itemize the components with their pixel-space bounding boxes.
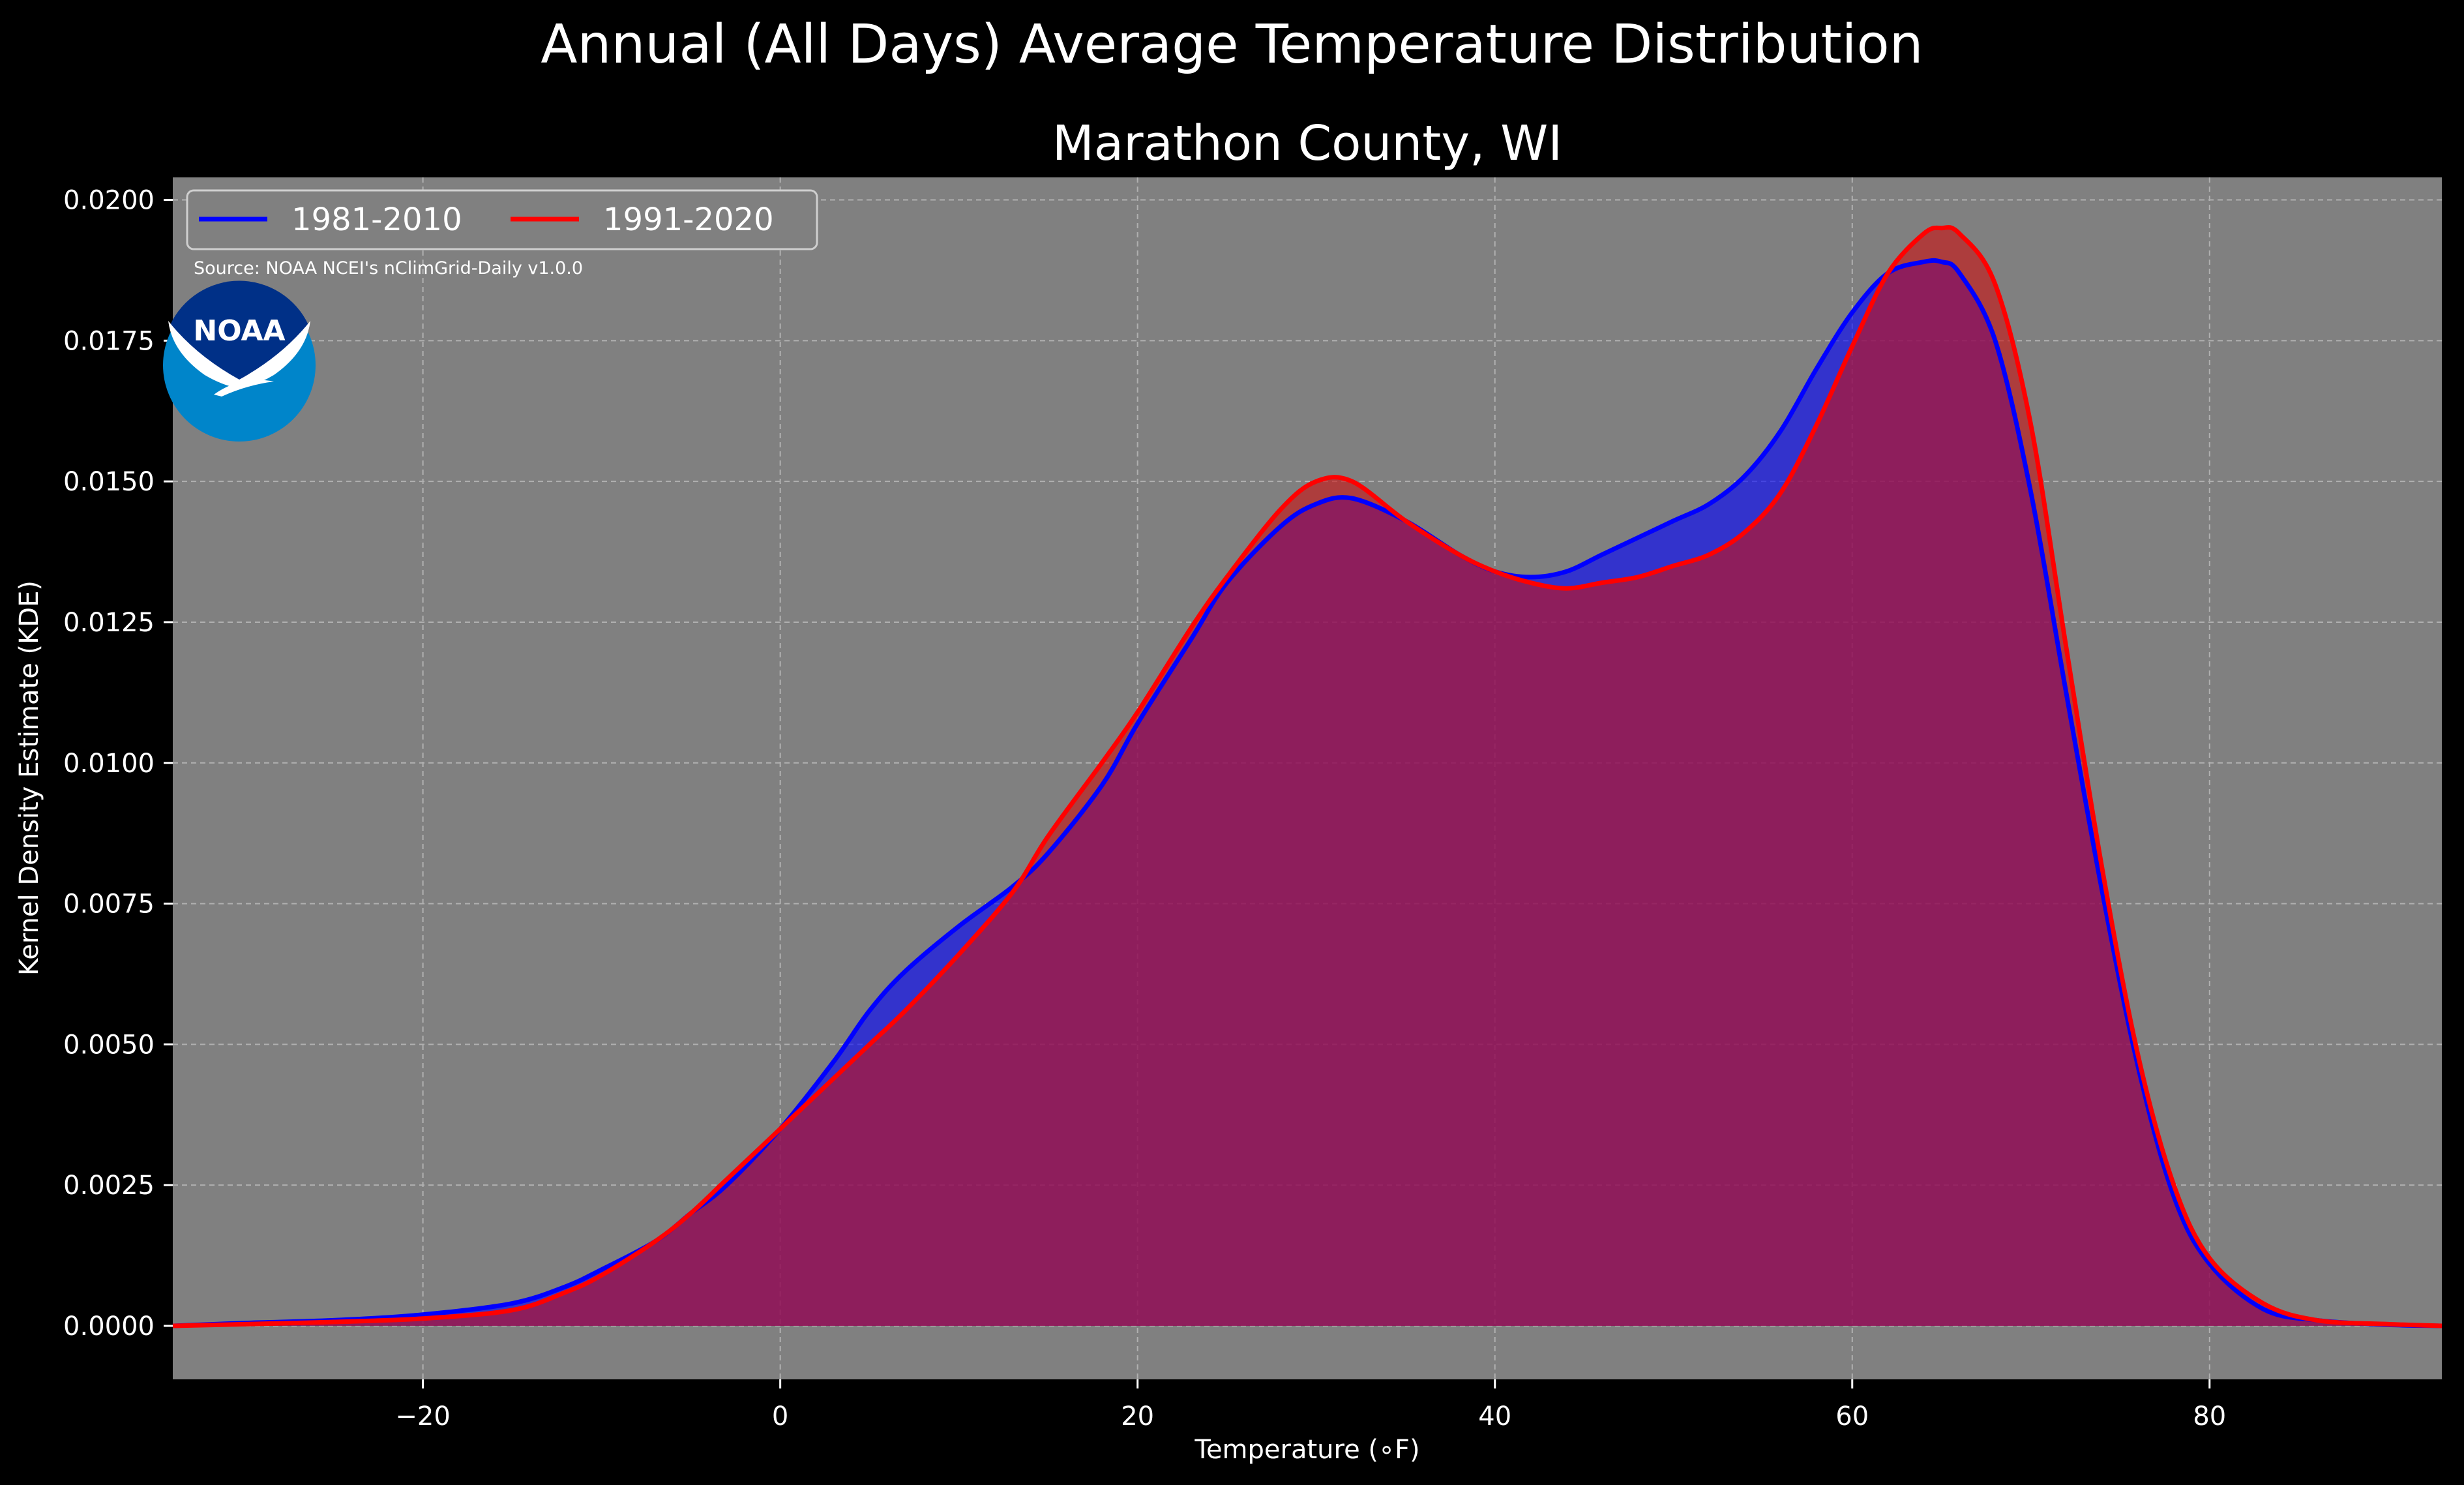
series-lines [172,225,2442,1328]
noaa-logo-wing-icon [214,380,274,397]
x-tick-label: 40 [1478,1402,1511,1432]
x-axis-ticks: −20 0 20 40 60 80 [395,1379,2226,1432]
chart-suptitle: Annual (All Days) Average Temperature Di… [541,14,1923,76]
y-axis-ticks: 0.0000 0.0025 0.0050 0.0075 0.0100 0.0125 0.01… [63,186,173,1342]
y-tick-label: 0.0175 [63,326,155,356]
chart-subtitle: Marathon County, WI [1052,115,1563,172]
series-fill-1991-2020 [173,227,2442,1326]
y-tick-label: 0.0025 [63,1171,155,1201]
source-note: Source: NOAA NCEI's nClimGrid-Daily v1.0… [194,258,583,278]
x-tick-label: 80 [2193,1402,2226,1432]
x-axis-label: Temperature (∘F) [1194,1435,1419,1465]
legend-label-1981-2010: 1981-2010 [291,202,462,238]
y-axis-label: Kernel Density Estimate (KDE) [14,580,44,976]
y-tick-label: 0.0000 [63,1312,155,1342]
y-tick-label: 0.0200 [63,186,155,216]
y-tick-label: 0.0050 [63,1030,155,1060]
series-line-1991-2020 [172,225,2442,1328]
x-tick-label: 0 [772,1402,788,1432]
y-tick-label: 0.0075 [63,890,155,920]
noaa-logo-gull-icon [168,321,310,389]
legend-label-1991-2020: 1991-2020 [603,202,774,238]
x-tick-label: −20 [395,1402,450,1432]
y-tick-label: 0.0125 [63,608,155,638]
legend-box [186,189,818,250]
y-tick-label: 0.0100 [63,749,155,779]
legend: 1981-2010 1991-2020 [186,189,818,250]
x-tick-label: 20 [1121,1402,1154,1432]
noaa-logo: NOAA [163,280,316,442]
y-tick-label: 0.0150 [63,467,155,497]
x-tick-label: 60 [1835,1402,1869,1432]
series-fills [173,227,2442,1327]
noaa-logo-wordmark: NOAA [193,314,285,348]
